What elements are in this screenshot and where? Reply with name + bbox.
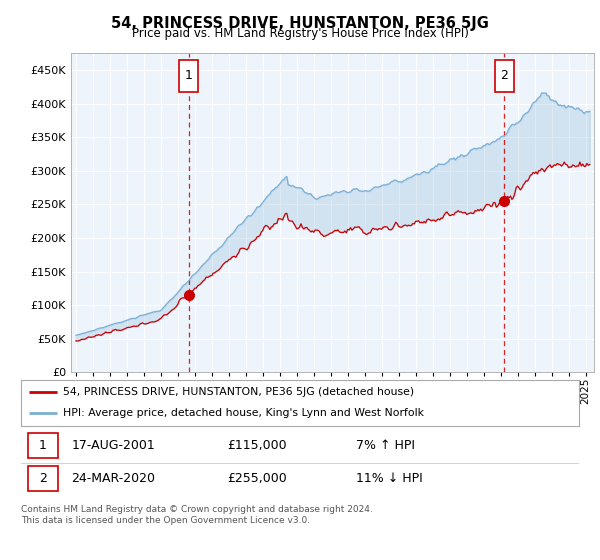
Text: 2: 2 — [39, 472, 47, 485]
Text: Contains HM Land Registry data © Crown copyright and database right 2024.
This d: Contains HM Land Registry data © Crown c… — [21, 505, 373, 525]
FancyBboxPatch shape — [28, 466, 58, 491]
Text: 17-AUG-2001: 17-AUG-2001 — [71, 439, 155, 452]
Text: 54, PRINCESS DRIVE, HUNSTANTON, PE36 5JG (detached house): 54, PRINCESS DRIVE, HUNSTANTON, PE36 5JG… — [63, 387, 414, 397]
Text: 1: 1 — [39, 439, 47, 452]
FancyBboxPatch shape — [495, 59, 514, 91]
Text: 24-MAR-2020: 24-MAR-2020 — [71, 472, 155, 485]
Text: 11% ↓ HPI: 11% ↓ HPI — [356, 472, 422, 485]
Text: 54, PRINCESS DRIVE, HUNSTANTON, PE36 5JG: 54, PRINCESS DRIVE, HUNSTANTON, PE36 5JG — [111, 16, 489, 31]
FancyBboxPatch shape — [28, 433, 58, 458]
Text: £115,000: £115,000 — [227, 439, 287, 452]
Text: 2: 2 — [500, 69, 508, 82]
Text: £255,000: £255,000 — [227, 472, 287, 485]
Text: 7% ↑ HPI: 7% ↑ HPI — [356, 439, 415, 452]
Text: 1: 1 — [185, 69, 193, 82]
Text: HPI: Average price, detached house, King's Lynn and West Norfolk: HPI: Average price, detached house, King… — [63, 408, 424, 418]
Text: Price paid vs. HM Land Registry's House Price Index (HPI): Price paid vs. HM Land Registry's House … — [131, 27, 469, 40]
FancyBboxPatch shape — [179, 59, 198, 91]
